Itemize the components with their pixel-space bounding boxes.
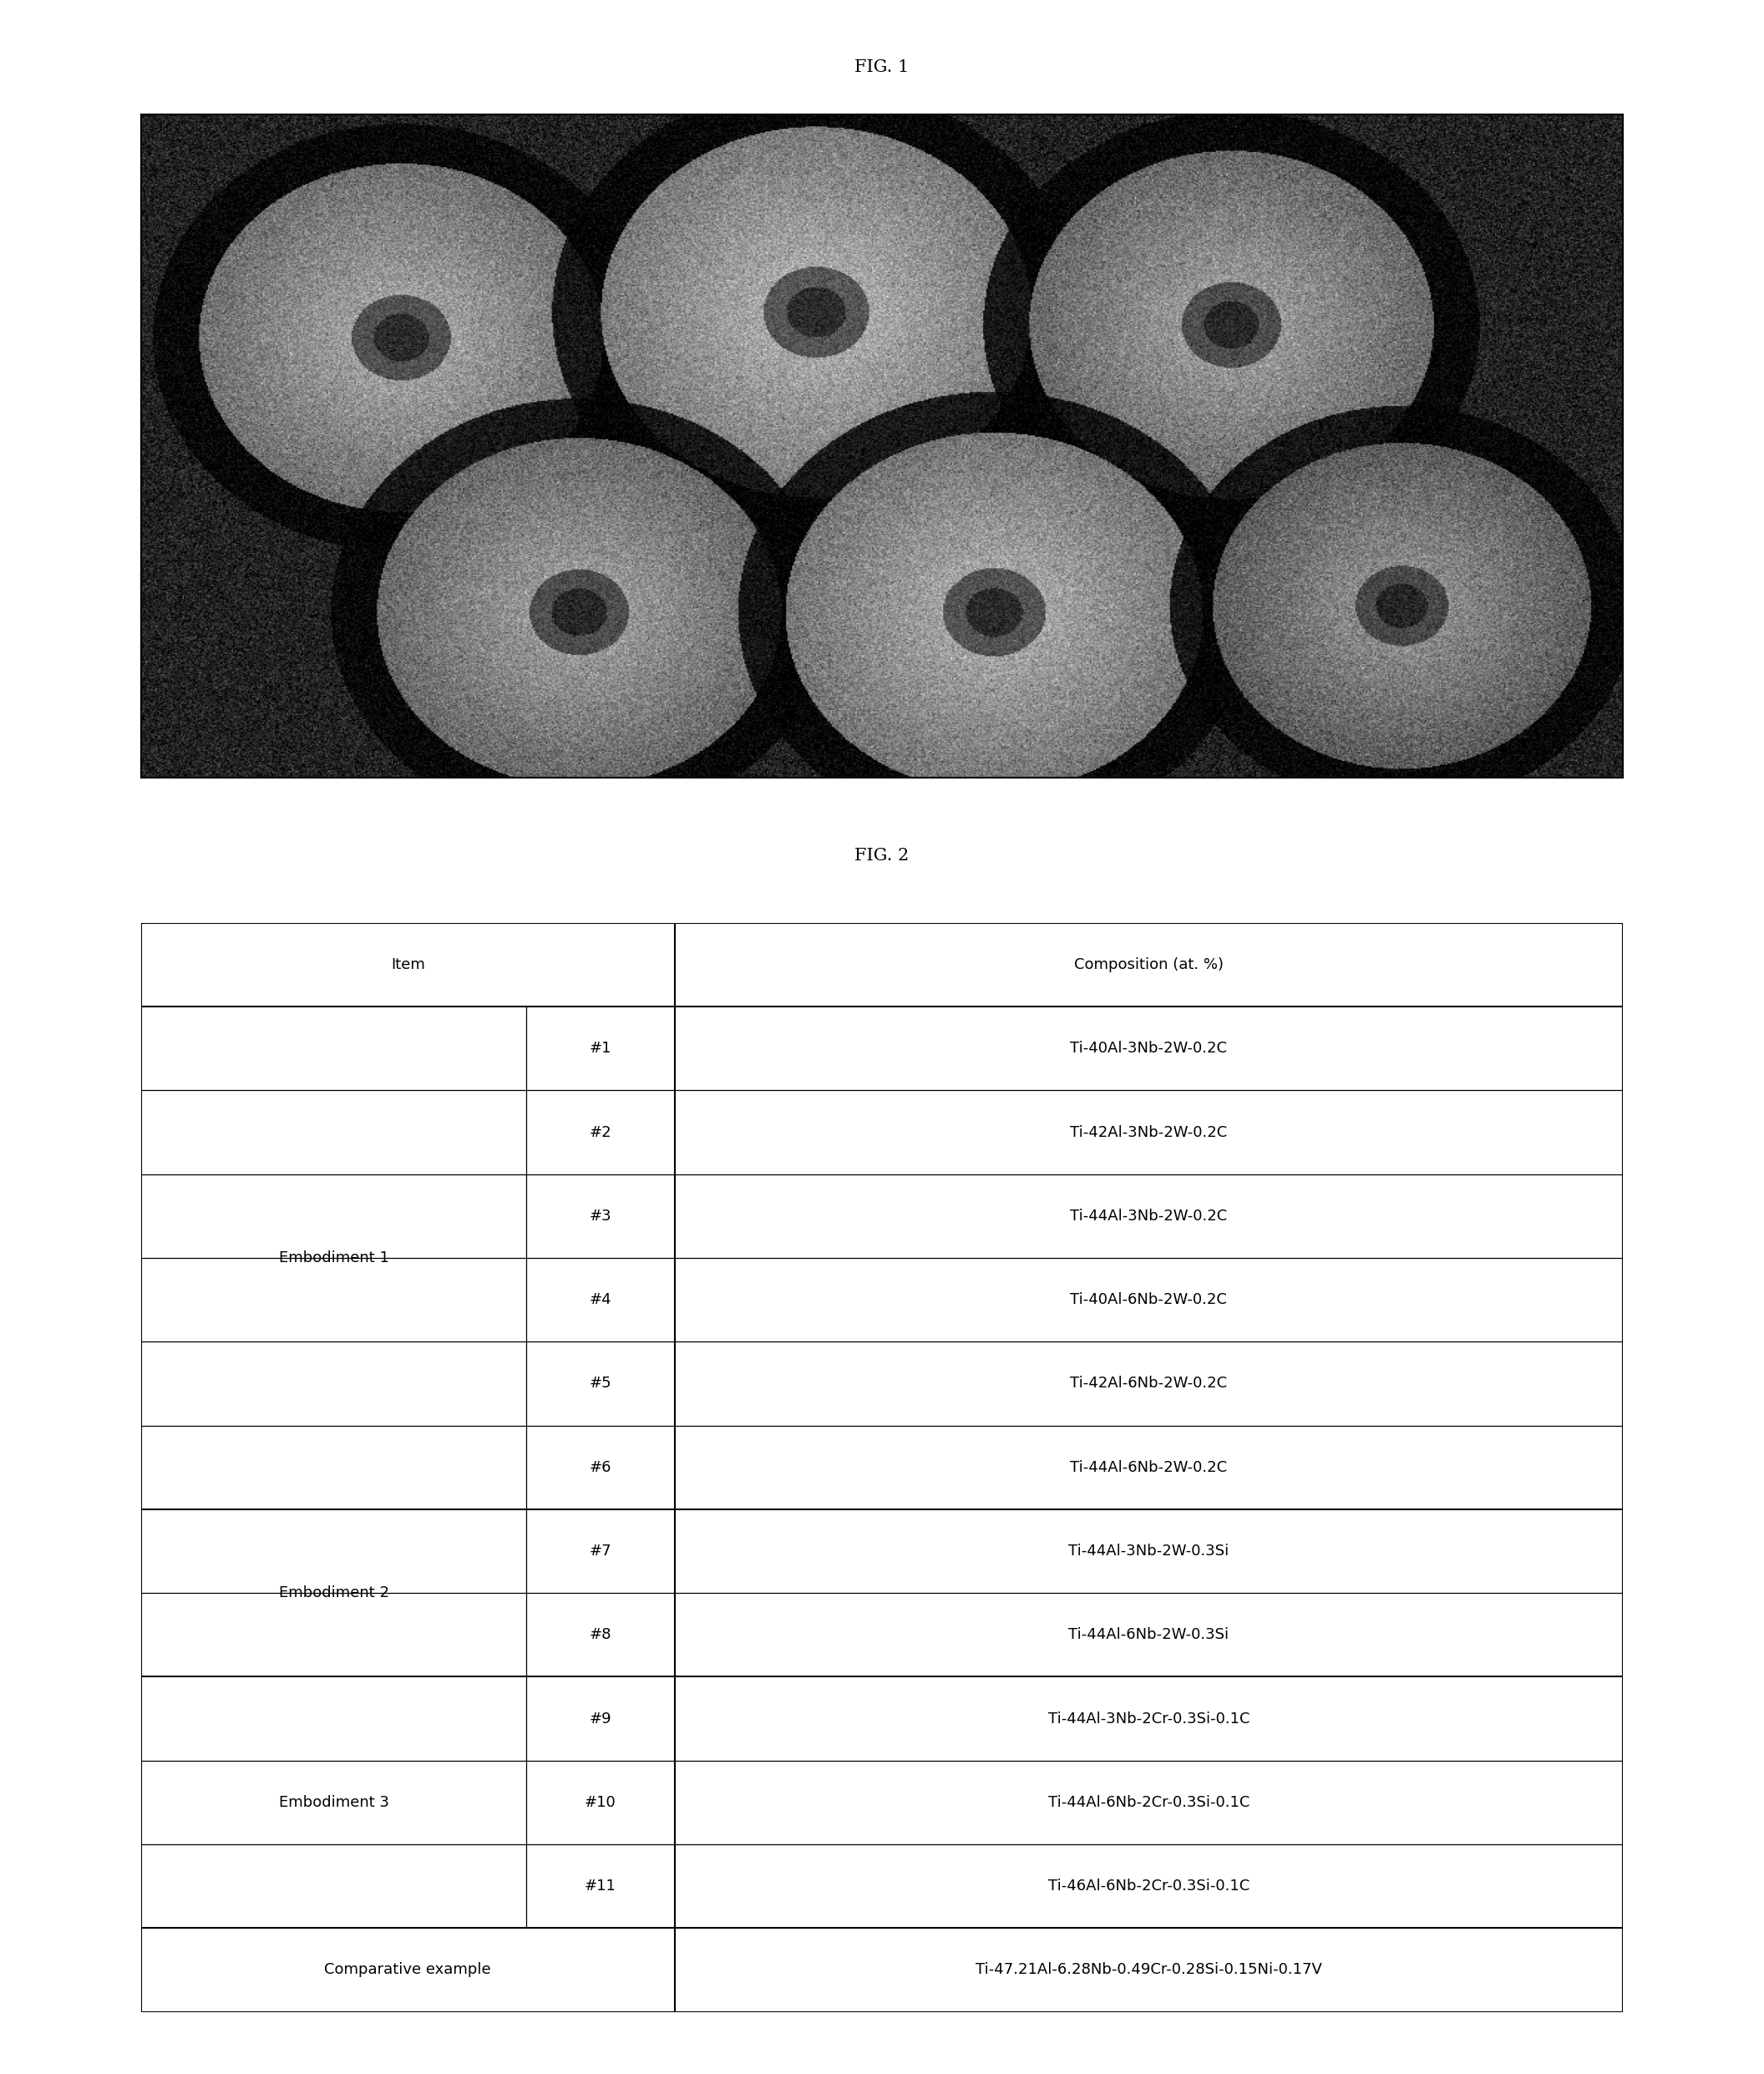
- Text: #2: #2: [589, 1124, 612, 1141]
- Text: Ti-40Al-6Nb-2W-0.2C: Ti-40Al-6Nb-2W-0.2C: [1071, 1292, 1228, 1307]
- Text: Ti-42Al-3Nb-2W-0.2C: Ti-42Al-3Nb-2W-0.2C: [1071, 1124, 1228, 1141]
- Text: #6: #6: [589, 1460, 612, 1475]
- Text: #9: #9: [589, 1711, 612, 1726]
- Text: Composition (at. %): Composition (at. %): [1074, 958, 1224, 973]
- Text: FIG. 2: FIG. 2: [856, 848, 908, 863]
- Text: #8: #8: [589, 1628, 612, 1643]
- Text: Ti-44Al-3Nb-2Cr-0.3Si-0.1C: Ti-44Al-3Nb-2Cr-0.3Si-0.1C: [1048, 1711, 1249, 1726]
- Text: Comparative example: Comparative example: [325, 1962, 490, 1977]
- Text: Ti-44Al-3Nb-2W-0.2C: Ti-44Al-3Nb-2W-0.2C: [1071, 1209, 1228, 1224]
- Text: #1: #1: [589, 1041, 612, 1056]
- Text: Embodiment 1: Embodiment 1: [279, 1251, 388, 1265]
- Text: Ti-40Al-3Nb-2W-0.2C: Ti-40Al-3Nb-2W-0.2C: [1071, 1041, 1228, 1056]
- Text: Ti-42Al-6Nb-2W-0.2C: Ti-42Al-6Nb-2W-0.2C: [1071, 1375, 1228, 1392]
- Text: #10: #10: [584, 1794, 616, 1811]
- Text: #7: #7: [589, 1543, 612, 1560]
- Text: Ti-44Al-6Nb-2Cr-0.3Si-0.1C: Ti-44Al-6Nb-2Cr-0.3Si-0.1C: [1048, 1794, 1249, 1811]
- Text: #11: #11: [584, 1879, 616, 1894]
- Text: Ti-44Al-3Nb-2W-0.3Si: Ti-44Al-3Nb-2W-0.3Si: [1069, 1543, 1230, 1560]
- Text: Ti-47.21Al-6.28Nb-0.49Cr-0.28Si-0.15Ni-0.17V: Ti-47.21Al-6.28Nb-0.49Cr-0.28Si-0.15Ni-0…: [975, 1962, 1321, 1977]
- Text: Embodiment 3: Embodiment 3: [279, 1794, 388, 1811]
- Text: #3: #3: [589, 1209, 612, 1224]
- Text: Item: Item: [392, 958, 425, 973]
- Text: FIG. 1: FIG. 1: [856, 60, 908, 75]
- Text: Embodiment 2: Embodiment 2: [279, 1585, 388, 1601]
- Text: #4: #4: [589, 1292, 612, 1307]
- Text: Ti-44Al-6Nb-2W-0.3Si: Ti-44Al-6Nb-2W-0.3Si: [1069, 1628, 1230, 1643]
- Text: #5: #5: [589, 1375, 612, 1392]
- Text: Ti-46Al-6Nb-2Cr-0.3Si-0.1C: Ti-46Al-6Nb-2Cr-0.3Si-0.1C: [1048, 1879, 1249, 1894]
- Text: Ti-44Al-6Nb-2W-0.2C: Ti-44Al-6Nb-2W-0.2C: [1071, 1460, 1228, 1475]
